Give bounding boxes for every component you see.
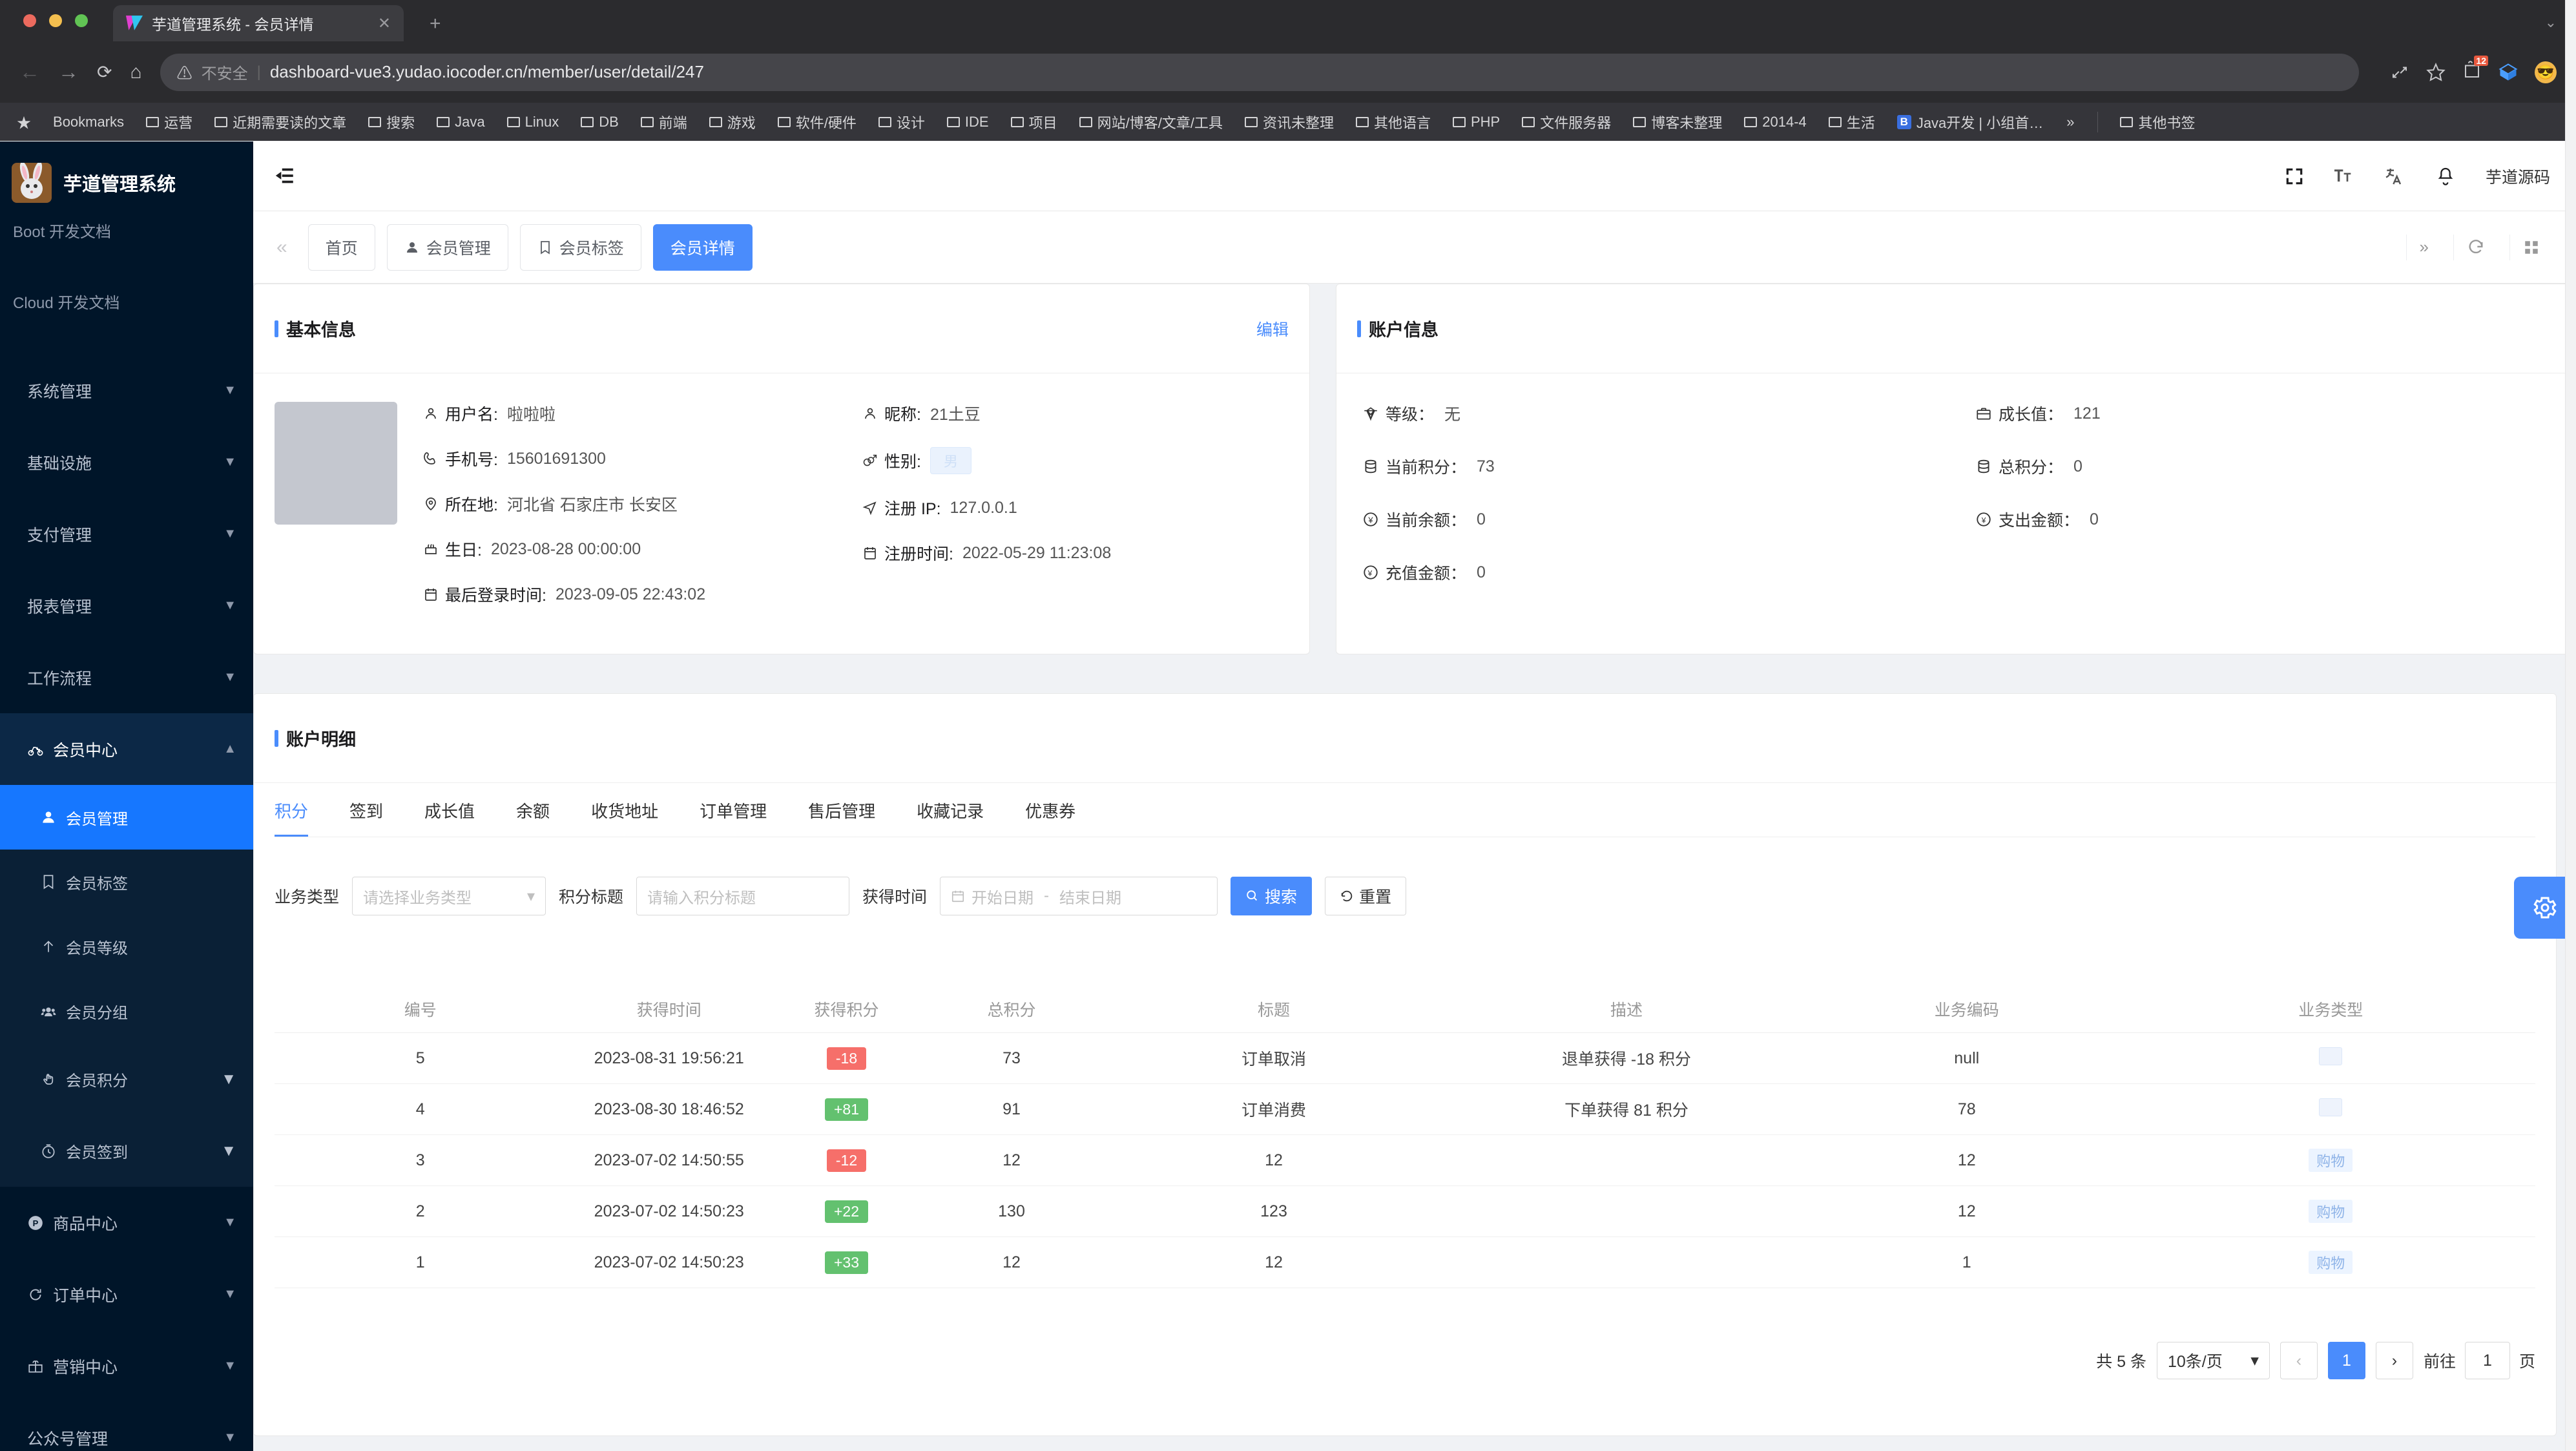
svg-text:¥: ¥ bbox=[1981, 516, 1986, 525]
svg-text:¥: ¥ bbox=[1367, 515, 1373, 525]
svg-text:¥: ¥ bbox=[1367, 569, 1373, 578]
svg-text:P: P bbox=[33, 1218, 39, 1227]
